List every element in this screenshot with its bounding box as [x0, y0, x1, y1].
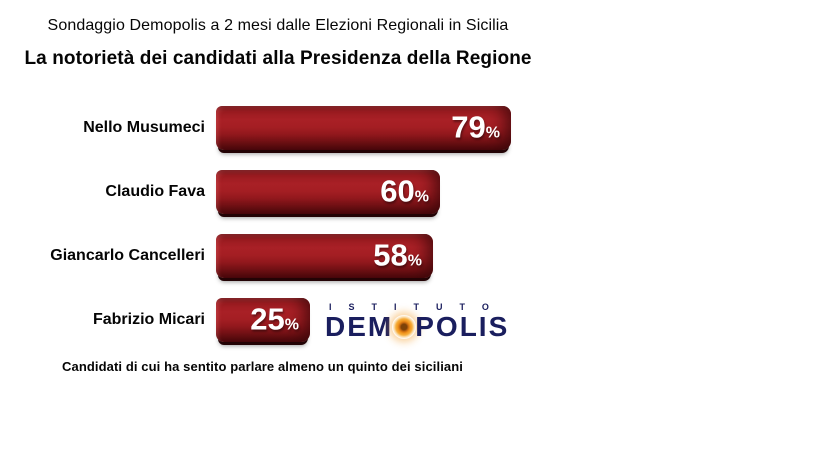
bar-fava: 60% — [216, 170, 440, 214]
page-title: La notorietà dei candidati alla Presiden… — [24, 48, 532, 69]
percent-sign: % — [407, 252, 422, 270]
value-number: 25 — [250, 301, 285, 337]
value-label: 79% — [451, 112, 500, 143]
value-number: 60 — [380, 173, 415, 209]
sun-disc-icon — [392, 315, 417, 339]
value-number: 79 — [451, 109, 486, 145]
logo-text-dem: DEM — [325, 311, 394, 342]
bar-row: Nello Musumeci 79% — [0, 96, 560, 160]
percent-sign: % — [485, 124, 500, 142]
bar-row: Giancarlo Cancelleri 58% — [0, 224, 560, 288]
bar-musumeci: 79% — [216, 106, 511, 150]
bar-micari: 25% — [216, 298, 310, 342]
bar-cancelleri: 58% — [216, 234, 433, 278]
candidate-label-fava: Claudio Fava — [105, 183, 205, 200]
value-label: 60% — [380, 176, 429, 207]
value-label: 25% — [250, 304, 299, 335]
candidate-label-cancelleri: Giancarlo Cancelleri — [50, 247, 205, 264]
demopolis-logo: ISTITUTO DEM POLIS — [325, 303, 520, 341]
value-number: 58 — [373, 237, 408, 273]
logo-text-polis: POLIS — [415, 311, 510, 342]
logo-istituto-text: ISTITUTO — [329, 302, 506, 312]
footnote: Candidati di cui ha sentito parlare alme… — [62, 359, 463, 374]
candidate-label-musumeci: Nello Musumeci — [83, 119, 205, 136]
value-label: 58% — [373, 240, 422, 271]
bar-row: Claudio Fava 60% — [0, 160, 560, 224]
poll-subtitle: Sondaggio Demopolis a 2 mesi dalle Elezi… — [47, 17, 509, 34]
bar-chart: Nello Musumeci 79% Claudio Fava 60% Gian… — [0, 96, 560, 352]
candidate-label-micari: Fabrizio Micari — [92, 311, 205, 328]
logo-demopolis-text: DEM POLIS — [325, 313, 520, 341]
bar-row: Fabrizio Micari 25% — [0, 288, 560, 352]
percent-sign: % — [414, 188, 429, 206]
percent-sign: % — [284, 316, 299, 334]
